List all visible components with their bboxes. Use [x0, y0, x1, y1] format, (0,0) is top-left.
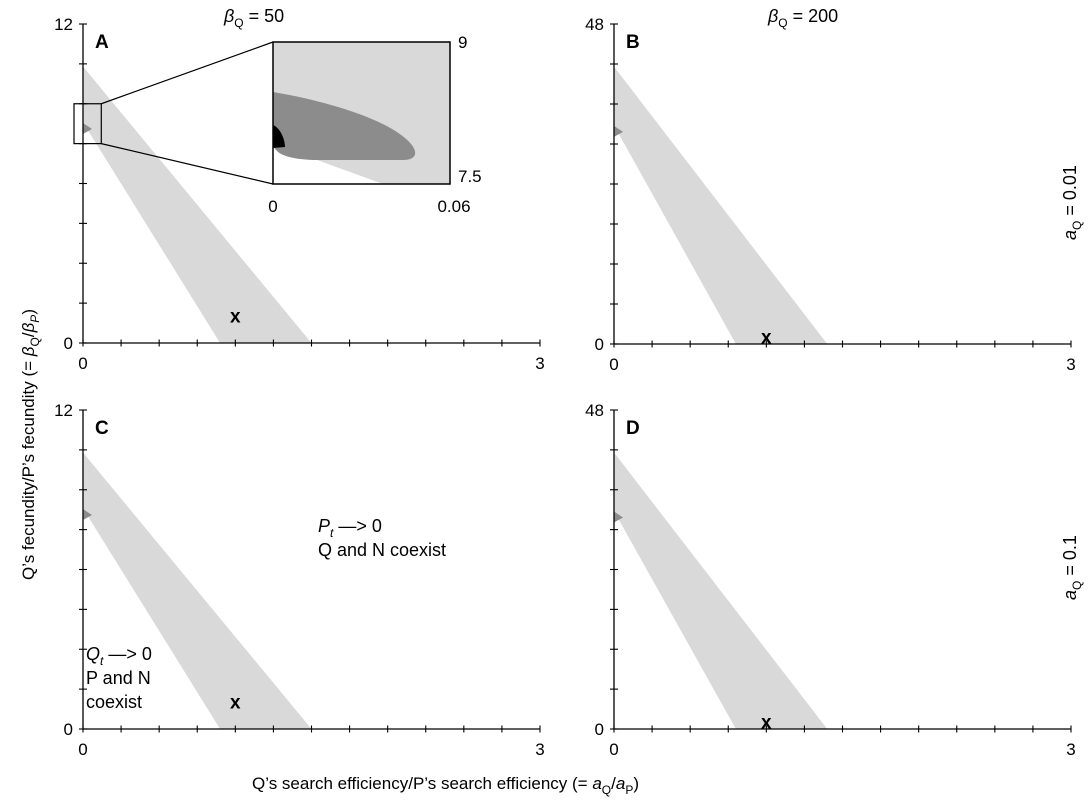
- x-tick-label: 3: [1066, 740, 1075, 759]
- y-tick-label: 0: [64, 334, 73, 353]
- qt-annotation-line2: P and N: [86, 668, 151, 688]
- inset-frame: [272, 41, 451, 185]
- x-tick-label: 0: [78, 740, 87, 759]
- instability-region: [83, 508, 92, 520]
- inset-x-tick-label: 0: [268, 197, 277, 216]
- panel-b: 0 3 0 48 Bx: [585, 15, 1076, 374]
- inset-connector: [101, 143, 274, 185]
- x-axis-title: Q’s search efficiency/P’s search efficie…: [252, 774, 639, 797]
- qt-annotation: Qt —> 0: [86, 644, 152, 668]
- panel-c: 0 3 0 12 Cx: [54, 401, 545, 759]
- x-tick-label: 3: [1066, 355, 1075, 374]
- panel-label: A: [95, 32, 109, 53]
- inset-x-tick-label: 0.06: [437, 197, 470, 216]
- inset-y-tick-label: 7.5: [458, 167, 482, 186]
- panel-label: B: [626, 32, 640, 53]
- inset-connector: [101, 41, 274, 105]
- instability-region: [83, 122, 92, 134]
- y-tick-label: 0: [595, 335, 604, 354]
- coexistence-band: [614, 66, 828, 345]
- x-tick-label: 3: [535, 354, 544, 373]
- inset-chart: 9 7.5 0 0.06: [73, 33, 482, 216]
- instability-region: [614, 511, 623, 523]
- coexistence-band: [83, 66, 312, 344]
- y-tick-label: 48: [585, 15, 604, 34]
- a-q-01-label: aQ = 0.1: [1060, 535, 1084, 600]
- instability-region: [614, 125, 623, 137]
- y-tick-label: 12: [54, 15, 73, 34]
- y-axis-title: Q’s fecundity/P’s fecundity (= βQ/βP): [19, 309, 42, 580]
- a-q-001-label: aQ = 0.01: [1060, 165, 1084, 240]
- marker-x: x: [230, 692, 241, 713]
- coexistence-band: [614, 452, 828, 729]
- marker-x: x: [761, 712, 772, 733]
- qt-annotation-line3: coexist: [86, 692, 142, 712]
- pt-annotation: Pt —> 0: [318, 516, 382, 540]
- y-tick-label: 48: [585, 401, 604, 420]
- x-tick-label: 0: [609, 740, 618, 759]
- inset-dark-region: [273, 125, 285, 148]
- inset-source-box: [73, 103, 102, 145]
- panel-label: D: [626, 418, 640, 439]
- inset-instability-region: [273, 92, 416, 160]
- x-tick-label: 0: [78, 354, 87, 373]
- coexistence-band: [83, 452, 312, 729]
- y-tick-label: 0: [64, 720, 73, 739]
- panel-label: C: [95, 418, 109, 439]
- inset-y-tick-label: 9: [458, 33, 467, 52]
- marker-x: x: [761, 327, 772, 348]
- marker-x: x: [230, 306, 241, 327]
- beta-q-200-label: βQ = 200: [767, 6, 838, 30]
- beta-q-50-label: βQ = 50: [223, 6, 284, 30]
- panel-d: 0 3 0 48 Dx: [585, 401, 1076, 759]
- x-tick-label: 3: [535, 740, 544, 759]
- panels: 0 3 0 12 Ax 0 3 0 48 Bx 0 3 0 12 Cx 0 3 0 48 Dx: [54, 15, 1076, 759]
- x-tick-label: 0: [609, 355, 618, 374]
- y-tick-label: 0: [595, 720, 604, 739]
- y-tick-label: 12: [54, 401, 73, 420]
- pt-annotation-line2: Q and N coexist: [318, 540, 446, 560]
